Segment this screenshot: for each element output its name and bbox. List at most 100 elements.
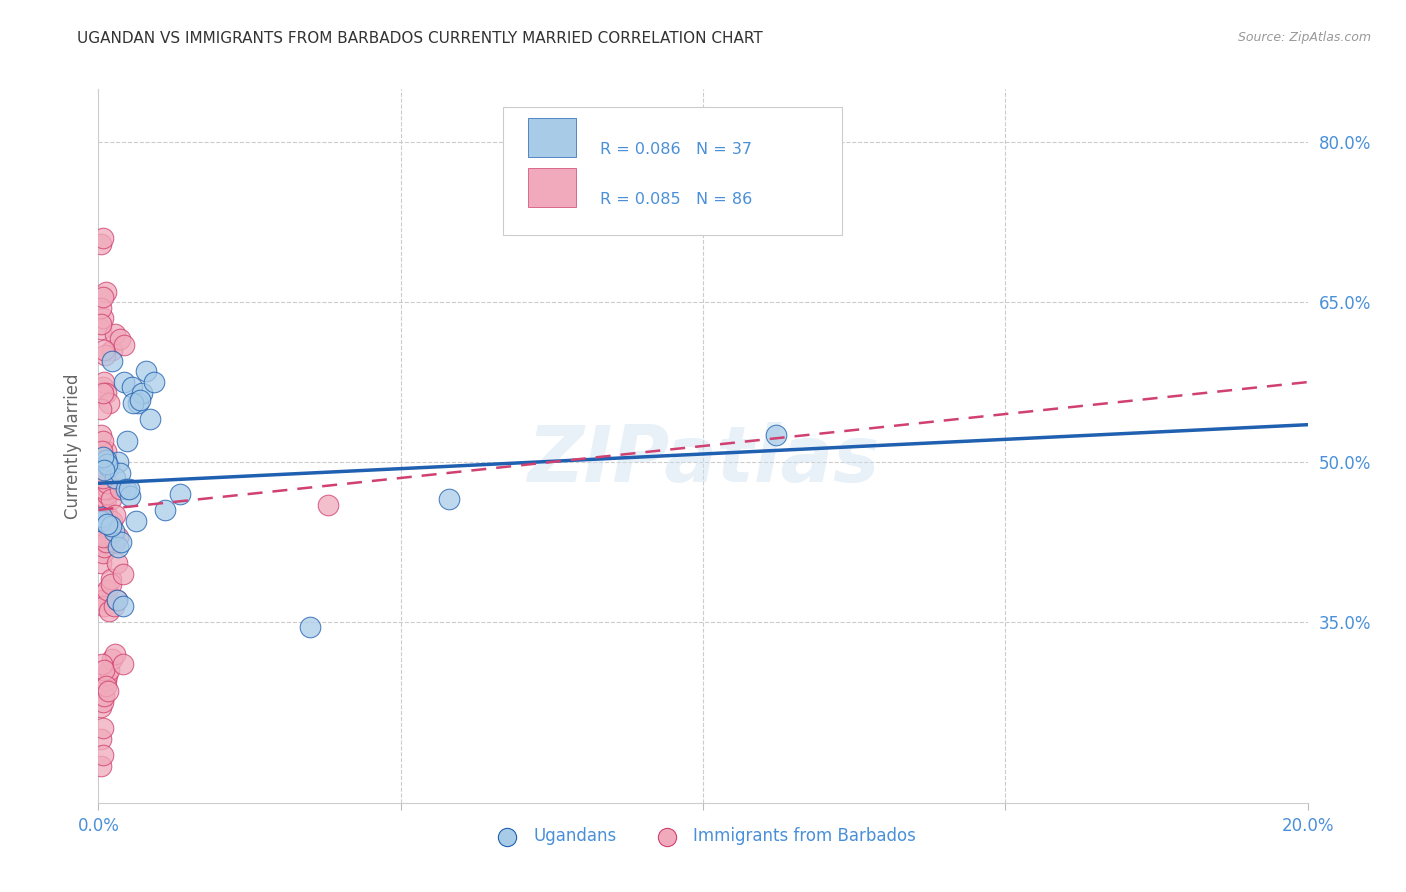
Point bbox=[91, 498, 114, 512]
Point bbox=[98, 460, 121, 475]
Point bbox=[91, 380, 114, 394]
Point bbox=[93, 663, 115, 677]
Point bbox=[100, 652, 122, 666]
Point bbox=[91, 434, 114, 448]
Point bbox=[105, 556, 128, 570]
Point bbox=[143, 375, 166, 389]
Point bbox=[94, 492, 117, 507]
Point bbox=[90, 529, 112, 543]
Point bbox=[104, 534, 127, 549]
Point bbox=[118, 482, 141, 496]
Point bbox=[139, 412, 162, 426]
Point bbox=[91, 545, 114, 559]
Point bbox=[90, 401, 112, 416]
Point bbox=[94, 349, 117, 363]
Point bbox=[91, 450, 114, 464]
Legend: Ugandans, Immigrants from Barbados: Ugandans, Immigrants from Barbados bbox=[484, 821, 922, 852]
Point bbox=[104, 327, 127, 342]
Point bbox=[90, 322, 112, 336]
Point bbox=[105, 593, 128, 607]
Point bbox=[100, 572, 122, 586]
Point bbox=[110, 534, 132, 549]
Text: R = 0.085   N = 86: R = 0.085 N = 86 bbox=[600, 193, 752, 207]
Point bbox=[90, 588, 112, 602]
Point bbox=[91, 529, 114, 543]
Point bbox=[93, 375, 115, 389]
Point bbox=[111, 657, 134, 672]
Point bbox=[93, 514, 115, 528]
Point bbox=[107, 455, 129, 469]
Point bbox=[94, 514, 117, 528]
Point bbox=[100, 343, 122, 358]
Point bbox=[96, 516, 118, 531]
Point bbox=[100, 353, 122, 368]
Point bbox=[94, 673, 117, 688]
Point bbox=[153, 503, 176, 517]
FancyBboxPatch shape bbox=[527, 118, 576, 157]
Point bbox=[169, 487, 191, 501]
Point bbox=[96, 476, 118, 491]
Text: UGANDAN VS IMMIGRANTS FROM BARBADOS CURRENTLY MARRIED CORRELATION CHART: UGANDAN VS IMMIGRANTS FROM BARBADOS CURR… bbox=[77, 31, 763, 46]
Point bbox=[90, 428, 112, 442]
Point bbox=[111, 599, 134, 613]
Point bbox=[299, 620, 322, 634]
Point bbox=[91, 385, 114, 400]
Text: Source: ZipAtlas.com: Source: ZipAtlas.com bbox=[1237, 31, 1371, 45]
Point bbox=[118, 489, 141, 503]
Point bbox=[91, 444, 114, 458]
Point bbox=[107, 529, 129, 543]
FancyBboxPatch shape bbox=[503, 107, 842, 235]
Point bbox=[91, 510, 114, 524]
Point bbox=[131, 385, 153, 400]
Point bbox=[96, 529, 118, 543]
Point bbox=[94, 444, 117, 458]
Point bbox=[93, 599, 115, 613]
Point bbox=[93, 343, 115, 358]
Point bbox=[91, 471, 114, 485]
Text: ZIPatlas: ZIPatlas bbox=[527, 422, 879, 499]
Point bbox=[105, 593, 128, 607]
Point bbox=[104, 471, 127, 485]
Point bbox=[122, 396, 145, 410]
Point bbox=[90, 236, 112, 251]
Point bbox=[437, 492, 460, 507]
Point bbox=[93, 463, 115, 477]
Y-axis label: Currently Married: Currently Married bbox=[65, 373, 83, 519]
Point bbox=[93, 482, 115, 496]
Point bbox=[121, 380, 143, 394]
Point bbox=[94, 453, 117, 467]
Point bbox=[765, 428, 787, 442]
Point bbox=[111, 566, 134, 581]
Point bbox=[93, 690, 115, 704]
Point bbox=[91, 593, 114, 607]
Point bbox=[90, 514, 112, 528]
Point bbox=[90, 758, 112, 772]
Point bbox=[91, 657, 114, 672]
Point bbox=[90, 731, 112, 746]
Point bbox=[91, 290, 114, 304]
Point bbox=[96, 487, 118, 501]
Point bbox=[100, 577, 122, 591]
Point bbox=[91, 534, 114, 549]
Point bbox=[96, 385, 118, 400]
Point bbox=[104, 508, 127, 523]
Point bbox=[117, 434, 139, 448]
Point bbox=[91, 231, 114, 245]
Point bbox=[100, 514, 122, 528]
Point bbox=[96, 582, 118, 597]
Point bbox=[94, 285, 117, 299]
Point bbox=[107, 540, 129, 554]
Point bbox=[316, 498, 339, 512]
Point bbox=[93, 540, 115, 554]
Point bbox=[90, 317, 112, 331]
Point bbox=[94, 679, 117, 693]
Point bbox=[100, 519, 122, 533]
Point bbox=[98, 460, 121, 475]
Point bbox=[103, 599, 125, 613]
Point bbox=[108, 466, 131, 480]
Point bbox=[93, 503, 115, 517]
Point bbox=[98, 663, 121, 677]
Text: R = 0.086   N = 37: R = 0.086 N = 37 bbox=[600, 143, 752, 157]
Point bbox=[91, 747, 114, 762]
Point bbox=[103, 524, 125, 539]
